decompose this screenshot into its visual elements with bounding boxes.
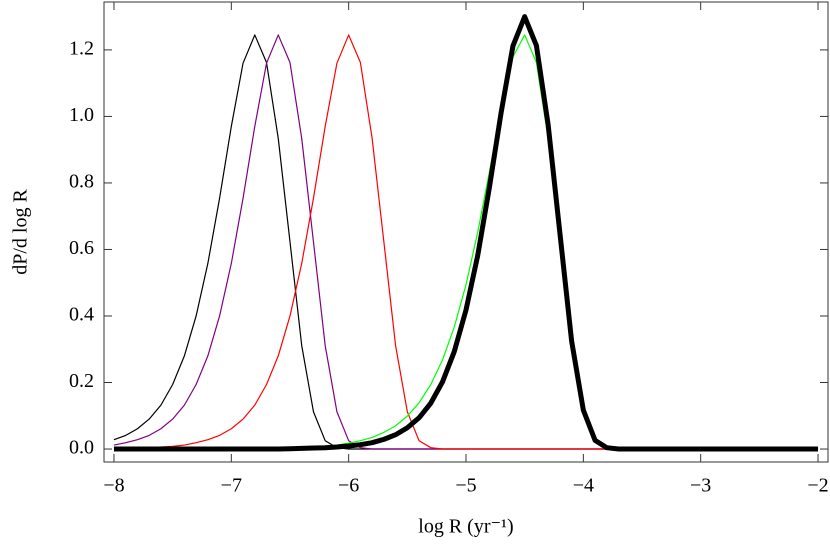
curve xyxy=(113,34,819,450)
y-tick-label: 0.0 xyxy=(69,437,94,459)
x-axis-label: log R (yr⁻¹) xyxy=(418,516,513,538)
x-tick-label: −8 xyxy=(103,475,124,497)
y-tick-label: 1.2 xyxy=(69,37,94,59)
x-tick-label: −6 xyxy=(338,475,359,497)
plot-frame xyxy=(103,1,829,463)
curve xyxy=(113,14,819,452)
y-tick-label: 0.4 xyxy=(69,304,94,326)
curve xyxy=(113,34,819,450)
y-tick-label: 0.8 xyxy=(69,171,94,193)
y-tick-label: 1.0 xyxy=(69,104,94,126)
x-tick-label: −5 xyxy=(455,475,476,497)
x-tick-label: −4 xyxy=(573,475,594,497)
y-axis-label: dP/d log R xyxy=(10,189,32,275)
x-tick-label: −3 xyxy=(690,475,711,497)
x-tick-label: −2 xyxy=(807,475,828,497)
curve xyxy=(113,34,819,450)
curve xyxy=(113,34,819,450)
y-tick-label: 0.2 xyxy=(69,370,94,392)
y-tick-label: 0.6 xyxy=(69,237,94,259)
x-tick-label: −7 xyxy=(221,475,242,497)
